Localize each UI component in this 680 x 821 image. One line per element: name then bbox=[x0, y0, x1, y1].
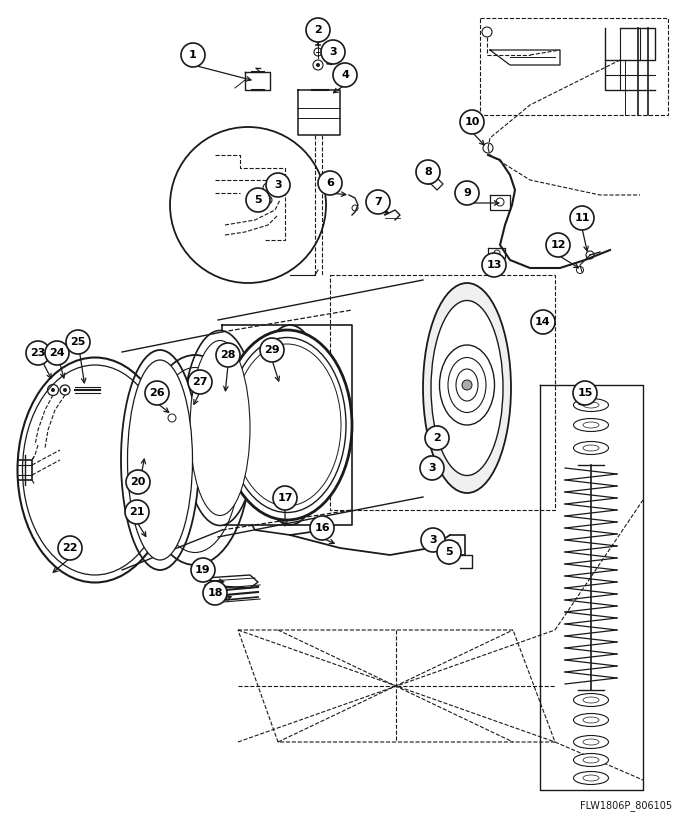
Text: 10: 10 bbox=[464, 117, 479, 127]
Circle shape bbox=[26, 341, 50, 365]
Ellipse shape bbox=[228, 337, 346, 512]
Circle shape bbox=[437, 429, 439, 432]
Text: 18: 18 bbox=[207, 588, 223, 598]
Circle shape bbox=[333, 63, 357, 87]
Circle shape bbox=[318, 171, 342, 195]
Text: FLW1806P_806105: FLW1806P_806105 bbox=[580, 800, 672, 811]
Circle shape bbox=[366, 190, 390, 214]
Text: 3: 3 bbox=[274, 180, 282, 190]
Circle shape bbox=[546, 233, 570, 257]
Text: 2: 2 bbox=[314, 25, 322, 35]
Circle shape bbox=[246, 188, 270, 212]
Circle shape bbox=[266, 186, 270, 190]
Circle shape bbox=[573, 381, 597, 405]
Circle shape bbox=[316, 63, 320, 67]
Circle shape bbox=[191, 558, 215, 582]
Text: 5: 5 bbox=[254, 195, 262, 205]
Circle shape bbox=[421, 528, 445, 552]
Circle shape bbox=[462, 380, 472, 390]
Text: 3: 3 bbox=[429, 535, 437, 545]
Circle shape bbox=[203, 581, 227, 605]
Ellipse shape bbox=[222, 330, 352, 520]
Circle shape bbox=[321, 40, 345, 64]
Ellipse shape bbox=[573, 736, 609, 749]
Ellipse shape bbox=[128, 360, 192, 560]
Circle shape bbox=[570, 206, 594, 230]
Circle shape bbox=[145, 381, 169, 405]
Circle shape bbox=[188, 370, 212, 394]
Ellipse shape bbox=[573, 694, 609, 707]
Circle shape bbox=[266, 173, 290, 197]
Text: 22: 22 bbox=[63, 543, 78, 553]
Circle shape bbox=[425, 426, 449, 450]
Circle shape bbox=[45, 341, 69, 365]
Circle shape bbox=[125, 500, 149, 524]
Circle shape bbox=[306, 18, 330, 42]
Circle shape bbox=[310, 516, 334, 540]
Ellipse shape bbox=[431, 300, 503, 475]
Circle shape bbox=[428, 458, 432, 461]
Circle shape bbox=[482, 253, 506, 277]
Circle shape bbox=[126, 470, 150, 494]
Text: 21: 21 bbox=[129, 507, 145, 517]
Text: 26: 26 bbox=[149, 388, 165, 398]
Circle shape bbox=[416, 160, 440, 184]
Text: 8: 8 bbox=[424, 167, 432, 177]
Ellipse shape bbox=[182, 331, 258, 525]
Ellipse shape bbox=[423, 283, 511, 493]
Circle shape bbox=[170, 127, 326, 283]
Circle shape bbox=[273, 486, 297, 510]
Text: 1: 1 bbox=[189, 50, 197, 60]
Circle shape bbox=[63, 388, 67, 392]
Text: 14: 14 bbox=[535, 317, 551, 327]
Text: 12: 12 bbox=[550, 240, 566, 250]
Text: 4: 4 bbox=[341, 70, 349, 80]
Text: 2: 2 bbox=[433, 433, 441, 443]
Circle shape bbox=[260, 338, 284, 362]
Text: 3: 3 bbox=[329, 47, 337, 57]
Circle shape bbox=[66, 330, 90, 354]
Text: 29: 29 bbox=[265, 345, 279, 355]
Text: 23: 23 bbox=[31, 348, 46, 358]
Text: 9: 9 bbox=[463, 188, 471, 198]
Text: 24: 24 bbox=[49, 348, 65, 358]
Ellipse shape bbox=[573, 772, 609, 785]
Ellipse shape bbox=[573, 442, 609, 455]
Ellipse shape bbox=[121, 350, 199, 570]
Text: 27: 27 bbox=[192, 377, 208, 387]
Circle shape bbox=[51, 388, 55, 392]
Text: 15: 15 bbox=[577, 388, 593, 398]
Text: 5: 5 bbox=[445, 547, 453, 557]
Circle shape bbox=[420, 456, 444, 480]
Text: 20: 20 bbox=[131, 477, 146, 487]
Circle shape bbox=[531, 310, 555, 334]
Ellipse shape bbox=[573, 419, 609, 432]
Circle shape bbox=[437, 540, 461, 564]
Text: 6: 6 bbox=[326, 178, 334, 188]
Text: 16: 16 bbox=[314, 523, 330, 533]
Text: 17: 17 bbox=[277, 493, 293, 503]
Text: 25: 25 bbox=[70, 337, 86, 347]
Ellipse shape bbox=[573, 713, 609, 727]
Text: 11: 11 bbox=[574, 213, 590, 223]
Circle shape bbox=[460, 110, 484, 134]
Circle shape bbox=[58, 536, 82, 560]
Ellipse shape bbox=[190, 341, 250, 516]
Ellipse shape bbox=[573, 398, 609, 411]
Circle shape bbox=[267, 199, 269, 201]
Text: 28: 28 bbox=[220, 350, 236, 360]
Text: 19: 19 bbox=[195, 565, 211, 575]
Text: 7: 7 bbox=[374, 197, 382, 207]
Text: 3: 3 bbox=[428, 463, 436, 473]
Ellipse shape bbox=[233, 344, 341, 506]
Circle shape bbox=[181, 43, 205, 67]
Ellipse shape bbox=[573, 754, 609, 767]
Circle shape bbox=[455, 181, 479, 205]
Text: 13: 13 bbox=[486, 260, 502, 270]
Circle shape bbox=[216, 343, 240, 367]
